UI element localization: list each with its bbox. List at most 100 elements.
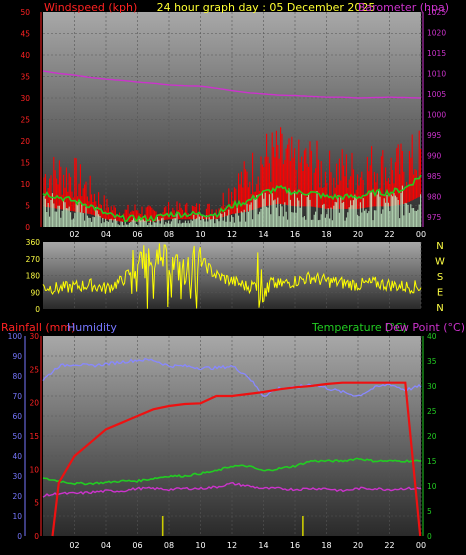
compass-letter: W (435, 257, 445, 268)
barometer-y-tick-label: 975 (427, 213, 442, 222)
wind-y-tick-label: 0 (25, 223, 30, 232)
temperature-axis-title: Temperature (°C) (311, 321, 407, 334)
wind-direction-line (42, 243, 422, 309)
x-tick-label: 20 (353, 230, 363, 239)
humidity-y-tick-label: 30 (12, 472, 22, 481)
rainfall-line (51, 381, 422, 537)
x-tick-label: 18 (321, 230, 331, 239)
direction-y-tick-label: 90 (30, 288, 40, 297)
x-tick-label: 16 (290, 230, 300, 239)
wind-y-tick-label: 10 (20, 180, 30, 189)
temperature-y-tick-label: 15 (427, 457, 437, 466)
temperature-y-tick-label: 30 (427, 382, 437, 391)
rainfall-axis-title: Rainfall (mm) (1, 321, 75, 334)
rain-y-tick-label: 15 (29, 432, 39, 441)
x-tick-label: 04 (101, 541, 111, 550)
x-tick-label: 18 (321, 541, 331, 550)
dewpoint-line (42, 481, 422, 498)
axis-labels: 02 04 06 08 10 12 14 16 18 20 22 000510152025303540… (8, 8, 447, 550)
x-tick-label: 14 (258, 230, 268, 239)
climate-series (42, 357, 422, 537)
barometer-y-tick-label: 990 (427, 151, 442, 160)
humidity-y-tick-label: 0 (17, 532, 22, 541)
humidity-y-tick-label: 20 (12, 492, 22, 501)
humidity-y-tick-label: 10 (12, 512, 22, 521)
temperature-y-tick-label: 10 (427, 482, 437, 491)
x-tick-label: 20 (353, 541, 363, 550)
rain-y-tick-label: 20 (29, 399, 39, 408)
temperature-line (42, 457, 421, 486)
x-tick-label: 08 (164, 230, 174, 239)
humidity-y-tick-label: 40 (12, 452, 22, 461)
humidity-y-tick-label: 90 (12, 352, 22, 361)
direction-y-tick-label: 270 (26, 255, 41, 264)
x-tick-label: 10 (195, 541, 205, 550)
wind-y-tick-label: 20 (20, 137, 30, 146)
temperature-y-tick-label: 20 (427, 432, 437, 441)
temperature-y-tick-label: 35 (427, 357, 437, 366)
wind-average-line (42, 174, 422, 223)
x-tick-label: 00 (416, 230, 426, 239)
wind-y-tick-label: 25 (20, 116, 30, 125)
wind-y-tick-label: 45 (20, 30, 30, 39)
x-tick-label: 22 (384, 230, 394, 239)
x-tick-label: 02 (69, 230, 79, 239)
wind-y-tick-label: 40 (20, 51, 30, 60)
wind-y-tick-label: 50 (20, 8, 30, 17)
x-tick-label: 14 (258, 541, 268, 550)
temperature-y-tick-label: 0 (427, 532, 432, 541)
wind-y-tick-label: 5 (25, 202, 30, 211)
x-tick-label: 10 (195, 230, 205, 239)
rain-y-tick-label: 0 (34, 532, 39, 541)
x-tick-label: 22 (384, 541, 394, 550)
x-tick-label: 12 (227, 541, 237, 550)
wind-y-tick-label: 15 (20, 159, 30, 168)
barometer-y-tick-label: 1015 (427, 49, 446, 58)
x-tick-label: 04 (101, 230, 111, 239)
humidity-y-tick-label: 50 (12, 432, 22, 441)
windspeed-axis-title: Windspeed (kph) (44, 1, 137, 14)
x-tick-label: 06 (132, 541, 142, 550)
barometer-y-tick-label: 980 (427, 192, 442, 201)
humidity-line (42, 357, 422, 397)
x-tick-label: 08 (164, 541, 174, 550)
barometer-y-tick-label: 1020 (427, 28, 446, 37)
humidity-axis-title: Humidity (67, 321, 117, 334)
barometer-y-tick-label: 1025 (427, 8, 446, 17)
x-tick-label: 12 (227, 230, 237, 239)
barometer-y-tick-label: 1000 (427, 110, 446, 119)
wind-y-tick-label: 30 (20, 94, 30, 103)
dewpoint-axis-title: Dew Point (°C) (385, 321, 465, 334)
rain-y-tick-label: 10 (29, 465, 39, 474)
direction-y-tick-label: 180 (26, 272, 41, 281)
rain-y-tick-label: 25 (29, 365, 39, 374)
rain-y-tick-label: 30 (29, 332, 39, 341)
chart-date-title: 24 hour graph day : 05 December 2025 (157, 1, 376, 14)
humidity-y-tick-label: 70 (12, 392, 22, 401)
barometer-y-tick-label: 1005 (427, 90, 446, 99)
barometer-y-tick-label: 1010 (427, 69, 446, 78)
x-tick-label: 06 (132, 230, 142, 239)
x-tick-label: 00 (416, 541, 426, 550)
x-tick-label: 02 (69, 541, 79, 550)
temperature-y-tick-label: 40 (427, 332, 437, 341)
compass-letter: N (436, 303, 443, 314)
x-tick-label: 16 (290, 541, 300, 550)
humidity-y-tick-label: 80 (12, 372, 22, 381)
wind-speed-area (43, 185, 422, 227)
direction-y-tick-label: 360 (26, 238, 41, 247)
compass-letter: N (436, 241, 443, 252)
direction-y-tick-label: 0 (35, 305, 40, 314)
barometer-y-tick-label: 995 (427, 131, 442, 140)
wind-y-tick-label: 35 (20, 73, 30, 82)
compass-letter: S (437, 272, 443, 283)
wind-series (42, 70, 422, 227)
humidity-y-tick-label: 60 (12, 412, 22, 421)
temperature-y-tick-label: 5 (427, 507, 432, 516)
rain-y-tick-label: 5 (34, 499, 39, 508)
barometer-axis-title: Barometer (hpa) (358, 1, 449, 14)
barometer-y-tick-label: 985 (427, 172, 442, 181)
